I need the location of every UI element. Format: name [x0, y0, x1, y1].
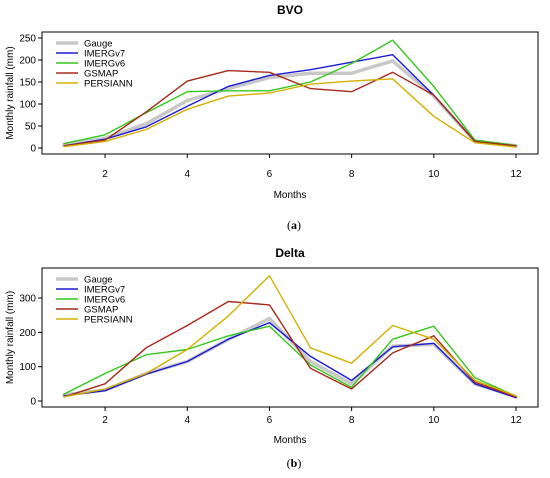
y-tick-label: 150 [19, 78, 36, 89]
legend-label-gauge: Gauge [84, 275, 113, 286]
x-tick-label: 6 [267, 415, 273, 426]
x-tick-label: 8 [349, 169, 355, 180]
y-axis-label: Monthly rainfall (mm) [5, 291, 16, 384]
chart-panel-b: Delta 0 100 200 300 2 4 6 8 10 12 Monthly rainfall … [5, 246, 539, 470]
legend-label-gsmap: GSMAP [84, 305, 118, 316]
chart-title: BVO [277, 3, 303, 17]
y-tick-label: 0 [30, 397, 36, 408]
series-line-persiann [63, 78, 517, 148]
plot-frame [41, 267, 539, 408]
panel-caption: (a) [287, 218, 301, 232]
y-tick-label: 0 [30, 144, 36, 155]
series-line-imergv7 [63, 322, 517, 399]
y-tick-label: 200 [19, 328, 36, 339]
y-axis-label: Monthly rainfall (mm) [5, 46, 16, 139]
legend-label-persiann: PERSIANN [84, 79, 133, 90]
series-line-imergv6 [63, 325, 517, 397]
series-line-persiann [63, 275, 517, 398]
y-tick-label: 200 [19, 56, 36, 67]
x-tick-label: 4 [184, 169, 190, 180]
x-tick-label: 10 [428, 169, 440, 180]
x-tick-label: 12 [510, 415, 522, 426]
x-tick-label: 4 [184, 415, 190, 426]
x-tick-label: 12 [510, 169, 522, 180]
legend-label-gauge: Gauge [84, 39, 113, 50]
y-tick-label: 100 [19, 100, 36, 111]
legend-label-imergv6: IMERGv6 [84, 295, 125, 306]
legend-label-imergv7: IMERGv7 [84, 49, 125, 60]
y-tick-label: 300 [19, 294, 36, 305]
x-axis-label: Months [274, 190, 307, 201]
legend-label-persiann: PERSIANN [84, 315, 133, 326]
x-tick-label: 2 [102, 415, 108, 426]
y-tick-label: 100 [19, 362, 36, 373]
plot-frame [41, 31, 539, 155]
series-line-imergv7 [63, 54, 517, 148]
panel-caption: (b) [287, 456, 302, 470]
x-tick-label: 10 [428, 415, 440, 426]
x-axis-label: Months [274, 435, 307, 446]
chart-panel-a: BVO 0 50 100 150 200 250 2 4 6 8 10 12 Monthly rainfa… [5, 3, 539, 232]
x-tick-label: 2 [102, 169, 108, 180]
chart-title: Delta [275, 246, 305, 260]
x-tick-label: 8 [349, 415, 355, 426]
x-tick-label: 6 [267, 169, 273, 180]
series-line-gsmap [63, 69, 517, 147]
legend-label-gsmap: GSMAP [84, 69, 118, 80]
y-tick-label: 250 [19, 34, 36, 45]
y-tick-label: 50 [25, 122, 37, 133]
series-line-gsmap [63, 300, 517, 398]
legend-label-imergv7: IMERGv7 [84, 285, 125, 296]
legend-label-imergv6: IMERGv6 [84, 59, 125, 70]
